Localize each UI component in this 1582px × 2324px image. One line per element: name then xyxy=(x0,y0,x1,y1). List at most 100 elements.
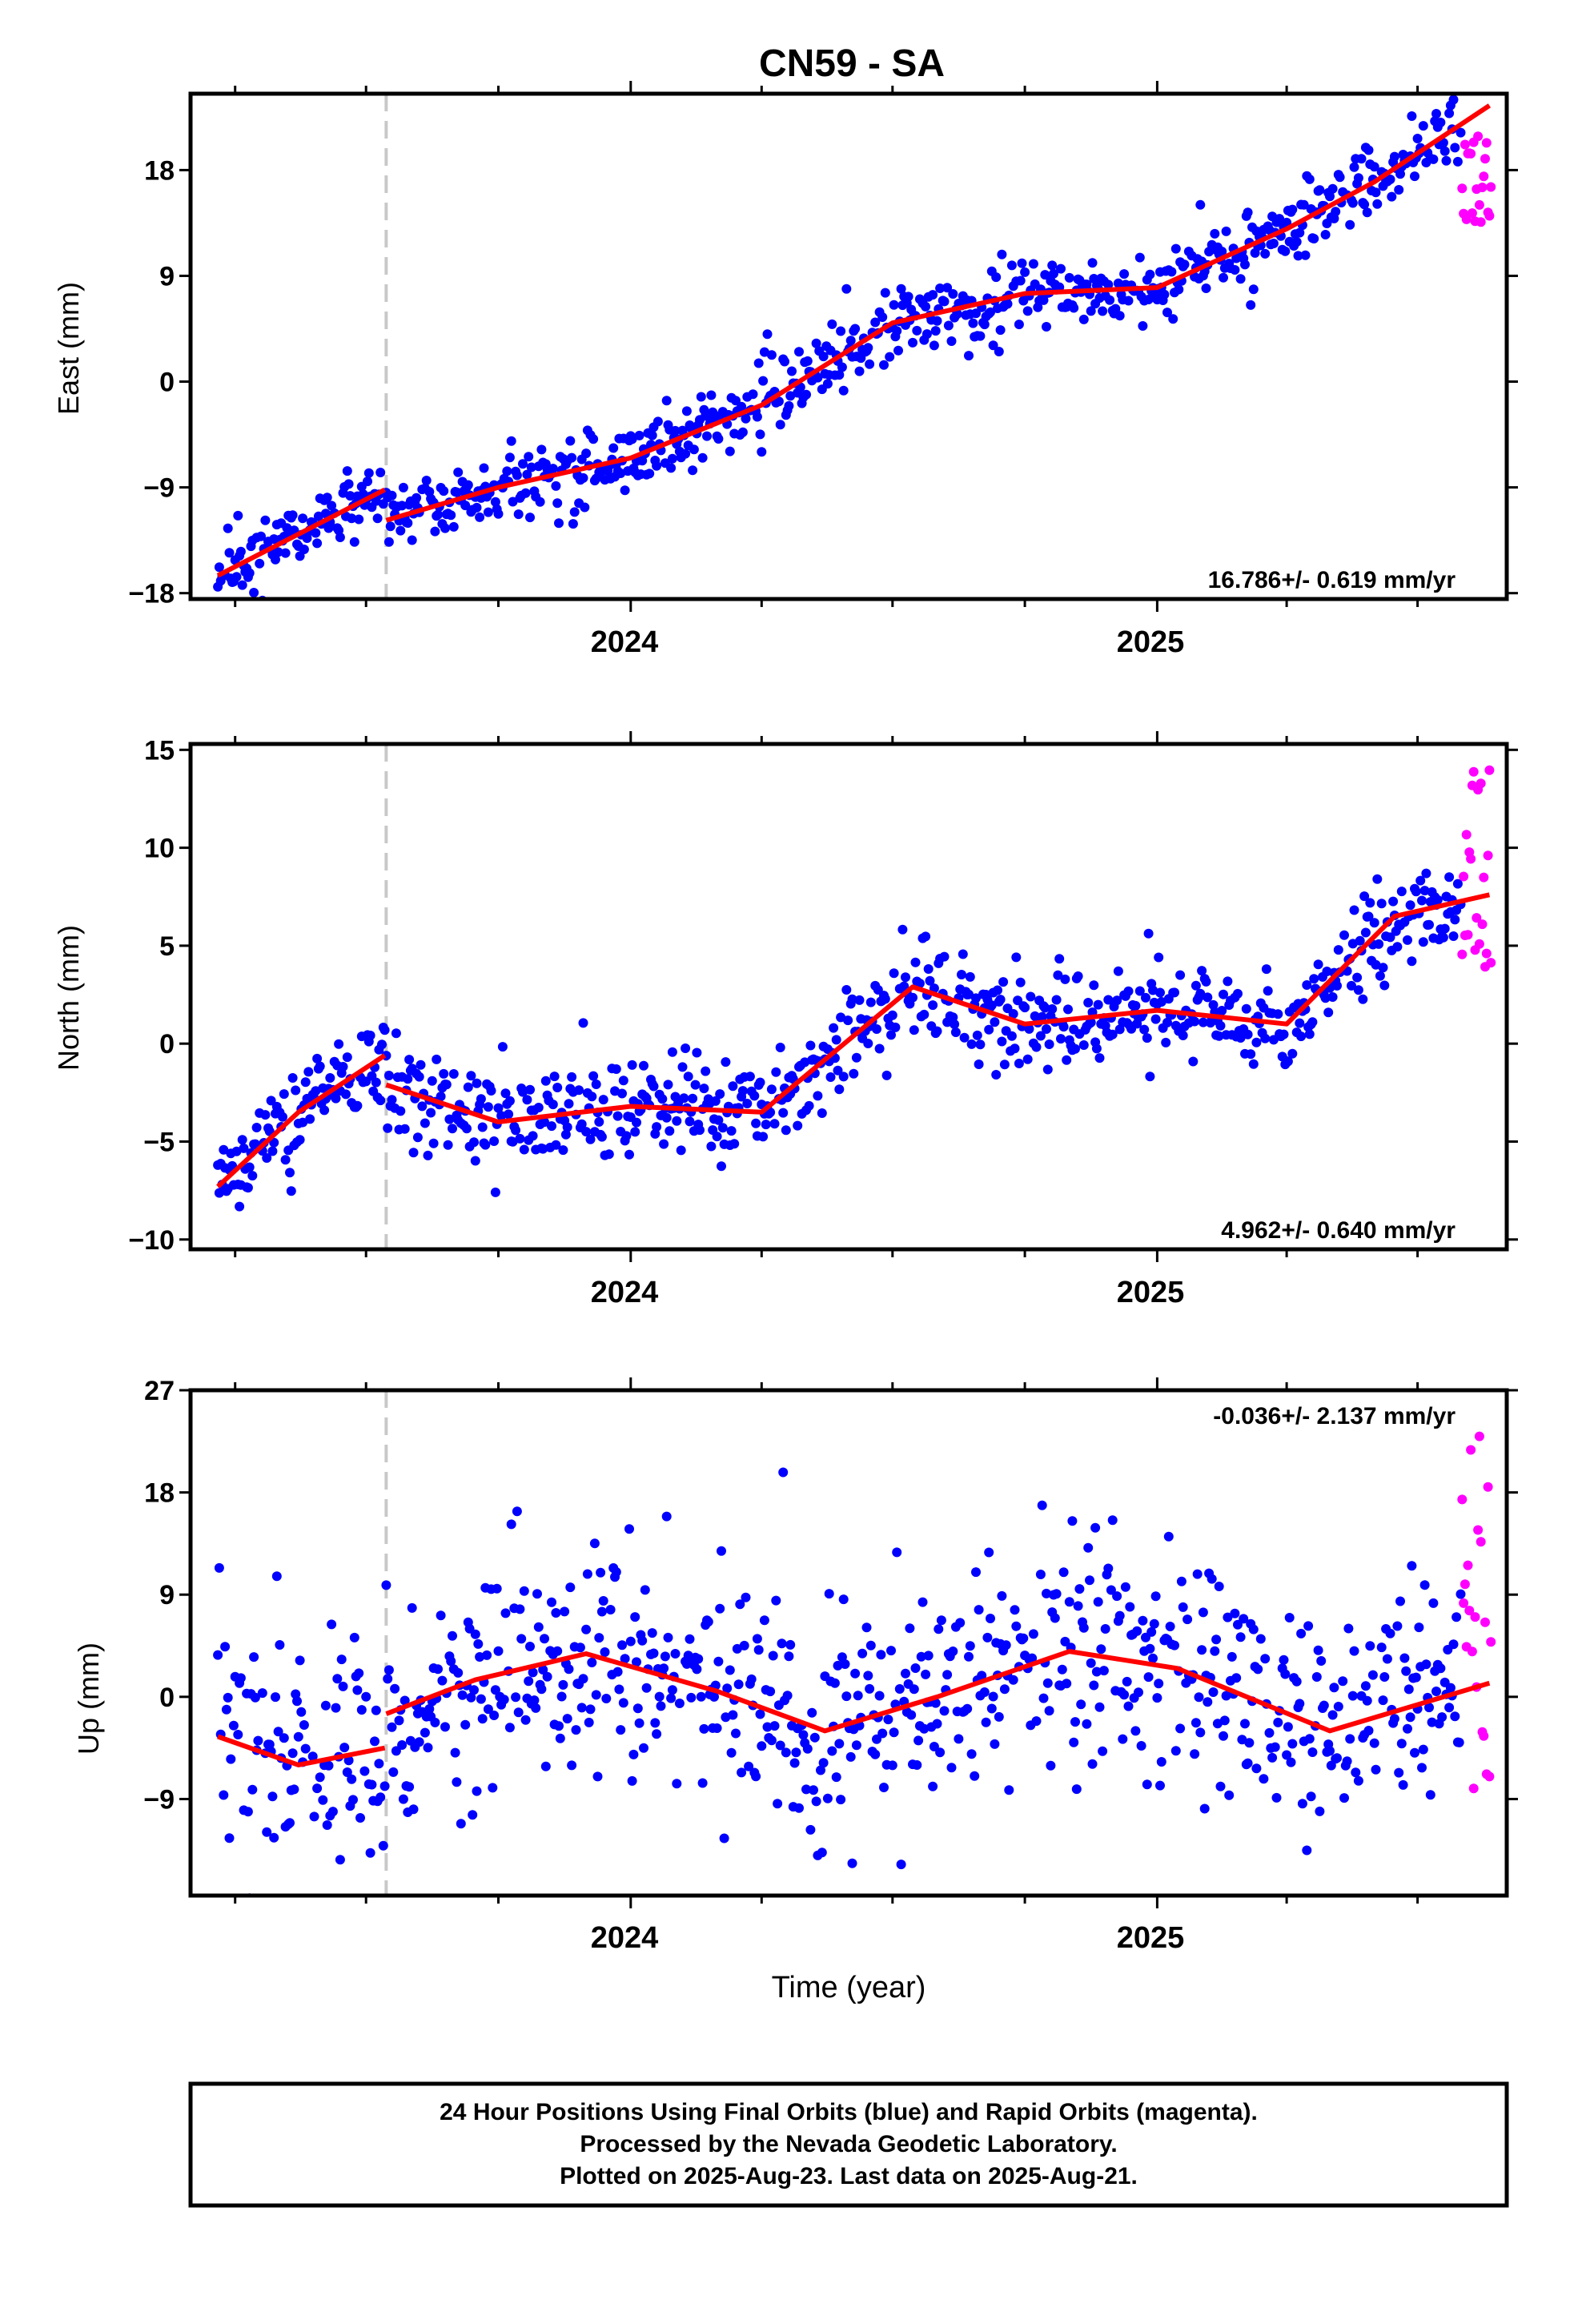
final-orbit-point xyxy=(1020,267,1030,277)
final-orbit-point xyxy=(974,1059,984,1069)
final-orbit-point xyxy=(1062,1055,1072,1065)
rapid-orbit-point xyxy=(1483,850,1493,861)
final-orbit-point xyxy=(672,1779,682,1789)
final-orbit-point xyxy=(1332,1753,1342,1763)
final-orbit-point xyxy=(528,1667,538,1678)
final-orbit-point xyxy=(1113,966,1123,976)
final-orbit-point xyxy=(564,1099,574,1109)
final-orbit-point xyxy=(971,993,981,1003)
final-orbit-point xyxy=(1407,956,1417,967)
final-orbit-point xyxy=(520,488,531,498)
final-orbit-point xyxy=(737,1086,748,1096)
final-orbit-point xyxy=(769,1119,780,1129)
final-orbit-point xyxy=(751,1771,761,1782)
final-orbit-point xyxy=(233,510,243,521)
final-orbit-point xyxy=(737,427,748,437)
rapid-orbit-point xyxy=(1457,949,1468,959)
final-orbit-point xyxy=(1270,1742,1280,1752)
rapid-orbit-point xyxy=(1484,1771,1495,1782)
final-orbit-point xyxy=(1432,895,1443,905)
final-orbit-point xyxy=(1145,269,1155,279)
final-orbit-point xyxy=(365,1031,375,1040)
final-orbit-point xyxy=(1296,1031,1307,1042)
final-orbit-point xyxy=(670,425,681,436)
final-orbit-point xyxy=(998,977,1009,987)
final-orbit-point xyxy=(300,1743,311,1754)
rapid-orbit-point xyxy=(1466,854,1476,864)
final-orbit-point xyxy=(558,1679,568,1690)
final-orbit-point xyxy=(1170,1640,1179,1651)
final-orbit-point xyxy=(1069,1737,1079,1747)
final-orbit-point xyxy=(851,1740,861,1751)
final-orbit-point xyxy=(726,1747,737,1758)
final-orbit-point xyxy=(692,1047,702,1058)
final-orbit-point xyxy=(522,1095,532,1105)
final-orbit-point xyxy=(513,509,524,520)
final-orbit-point xyxy=(1438,932,1448,943)
final-orbit-point xyxy=(363,476,372,487)
final-orbit-point xyxy=(1418,937,1428,947)
final-orbit-point xyxy=(394,1715,404,1726)
final-orbit-point xyxy=(1215,1020,1226,1031)
final-orbit-point xyxy=(1424,1703,1434,1713)
final-orbit-point xyxy=(1248,1059,1259,1069)
final-orbit-point xyxy=(404,1055,415,1065)
final-orbit-point xyxy=(676,1145,686,1156)
north-axis-label: North (mm) xyxy=(52,925,85,1071)
final-orbit-point xyxy=(939,296,950,307)
final-orbit-point xyxy=(1410,171,1419,182)
final-orbit-point xyxy=(1307,1747,1318,1757)
final-orbit-point xyxy=(789,1758,800,1768)
final-orbit-point xyxy=(581,448,592,459)
final-orbit-point xyxy=(1405,1712,1415,1723)
final-orbit-point xyxy=(713,1656,724,1667)
final-orbit-point xyxy=(699,1084,709,1094)
final-orbit-point xyxy=(298,1117,308,1128)
final-orbit-point xyxy=(1311,1672,1322,1682)
final-orbit-point xyxy=(556,1691,567,1702)
final-orbit-point xyxy=(1195,988,1206,999)
final-orbit-point xyxy=(1210,1646,1220,1656)
final-orbit-point xyxy=(1042,1024,1051,1034)
final-orbit-point xyxy=(452,487,462,497)
final-orbit-point xyxy=(233,1730,243,1739)
final-orbit-point xyxy=(1347,980,1356,991)
final-orbit-point xyxy=(833,1660,843,1671)
final-orbit-point xyxy=(1369,162,1379,172)
final-orbit-point xyxy=(1207,1574,1217,1584)
final-orbit-point xyxy=(448,1069,459,1079)
final-orbit-point xyxy=(894,1684,905,1694)
final-orbit-point xyxy=(1089,1680,1099,1691)
final-orbit-point xyxy=(591,1690,601,1700)
final-orbit-point xyxy=(1074,1584,1085,1594)
final-orbit-point xyxy=(612,1111,623,1121)
final-orbit-point xyxy=(966,1749,977,1759)
final-orbit-point xyxy=(214,1562,224,1573)
final-orbit-point xyxy=(587,1092,597,1102)
y-tick-label: −10 xyxy=(128,1225,175,1256)
final-orbit-point xyxy=(757,447,767,457)
final-orbit-point xyxy=(914,979,925,988)
final-orbit-point xyxy=(375,1096,386,1106)
final-orbit-point xyxy=(412,1132,423,1143)
final-orbit-point xyxy=(512,1506,522,1517)
final-orbit-point xyxy=(1382,1654,1392,1664)
final-orbit-point xyxy=(1098,306,1108,316)
final-orbit-point xyxy=(773,1799,783,1809)
final-orbit-point xyxy=(800,1057,810,1068)
final-orbit-point xyxy=(1120,1582,1130,1592)
rapid-orbit-point xyxy=(1464,1606,1475,1616)
final-orbit-point xyxy=(1046,1760,1056,1771)
final-orbit-point xyxy=(279,1733,289,1743)
final-orbit-point xyxy=(287,1073,298,1083)
final-orbit-point xyxy=(315,1772,325,1783)
final-orbit-point xyxy=(1371,1764,1381,1775)
final-orbit-point xyxy=(1091,1667,1102,1677)
final-orbit-point xyxy=(260,1110,271,1120)
final-orbit-point xyxy=(1287,1739,1298,1749)
final-orbit-point xyxy=(751,1118,761,1128)
final-orbit-point xyxy=(255,558,265,569)
final-orbit-point xyxy=(307,1751,318,1762)
final-orbit-point xyxy=(1199,1803,1210,1814)
final-orbit-point xyxy=(1010,1605,1020,1615)
